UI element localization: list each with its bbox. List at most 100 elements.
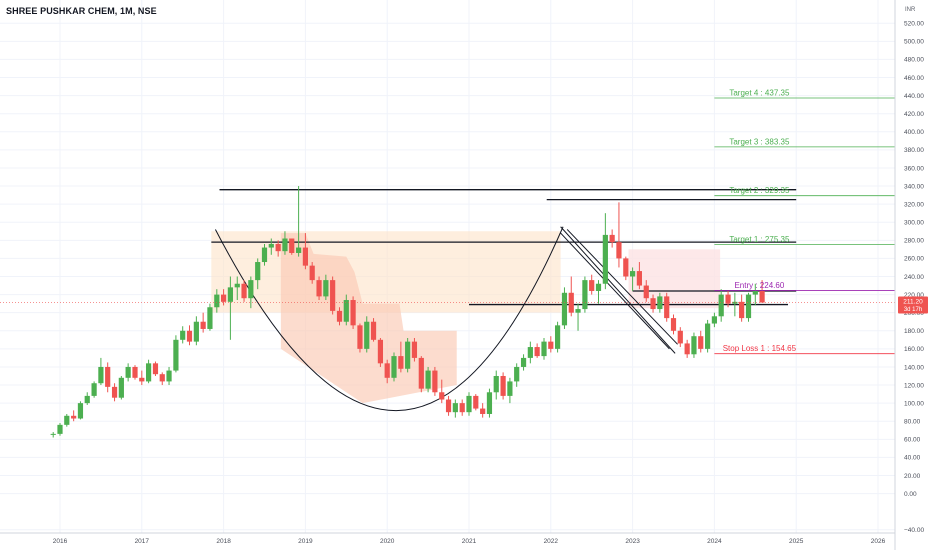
candle-body	[111, 386, 118, 398]
y-tick-label: 480.00	[904, 57, 924, 64]
y-tick-label: 60.00	[904, 437, 921, 444]
y-tick-label: 460.00	[904, 75, 924, 82]
candle-body	[493, 375, 499, 393]
candle-body	[630, 271, 636, 277]
candle-body	[589, 280, 595, 291]
y-tick-label: 340.00	[904, 183, 924, 190]
candle-body	[616, 242, 622, 259]
y-tick-label: 180.00	[904, 328, 924, 335]
candle-body	[711, 316, 717, 324]
candle-body	[214, 294, 220, 308]
x-tick-label: 2016	[53, 538, 68, 545]
y-tick-label: 220.00	[904, 292, 924, 299]
candle-body	[302, 247, 308, 266]
y-tick-label: 100.00	[904, 400, 924, 407]
candle-body	[705, 323, 711, 349]
candle-body	[664, 296, 670, 319]
candle-body	[514, 366, 520, 382]
candle-body	[227, 287, 233, 302]
candle-body	[609, 234, 615, 243]
y-tick-label: 160.00	[904, 346, 924, 353]
candle-body	[439, 392, 445, 400]
candle-body	[425, 370, 431, 389]
candle-body	[77, 403, 84, 419]
candle-body	[248, 280, 254, 299]
handle-zone-area	[628, 249, 721, 309]
candle-body	[323, 280, 329, 297]
level-label: Target 3 : 383.35	[729, 137, 790, 146]
candle-body	[698, 336, 704, 349]
y-tick-label: 360.00	[904, 165, 924, 172]
candle-body	[684, 343, 690, 355]
candle-body	[289, 238, 295, 253]
candle-body	[200, 321, 206, 329]
level-label: Target 2 : 329.35	[729, 186, 790, 195]
last-price-label: 211.20	[903, 299, 923, 306]
candle-body	[657, 296, 663, 310]
x-tick-label: 2025	[789, 538, 804, 545]
candle-body	[173, 339, 179, 371]
candle-body	[370, 321, 377, 340]
y-tick-label: 140.00	[904, 364, 924, 371]
candle-body	[50, 433, 56, 435]
candle-body	[398, 356, 404, 369]
candle-body	[377, 339, 384, 364]
y-tick-label: 440.00	[904, 93, 924, 100]
candle-body	[159, 374, 165, 382]
cup-inner-area	[280, 233, 457, 404]
candle-body	[623, 258, 629, 277]
y-tick-label: 40.00	[904, 455, 921, 462]
y-tick-label: 520.00	[904, 21, 924, 28]
candle-body	[343, 300, 349, 322]
candle-body	[132, 366, 138, 378]
currency-label: INR	[905, 7, 916, 13]
x-tick-label: 2023	[625, 538, 640, 545]
level-label: Entry : 224.60	[734, 281, 784, 290]
candle-body	[207, 307, 213, 329]
candle-body	[677, 330, 683, 344]
x-tick-label: 2020	[380, 538, 395, 545]
candle-body	[691, 336, 697, 355]
candle-body	[391, 356, 397, 378]
candle-body	[180, 330, 186, 340]
candle-body	[432, 370, 438, 393]
candle-body	[602, 234, 608, 284]
y-tick-label: 120.00	[904, 382, 924, 389]
candle-body	[486, 392, 493, 414]
candle-body	[166, 370, 172, 382]
cup-curve	[214, 226, 564, 412]
chart-title: SHREE PUSHKAR CHEM, 1M, NSE	[6, 6, 157, 16]
candle-body	[364, 321, 370, 349]
y-tick-label: 420.00	[904, 111, 924, 118]
candle-body	[445, 399, 452, 413]
candle-body	[384, 363, 390, 378]
trend-line-upper	[560, 226, 676, 354]
candle-body	[527, 347, 533, 358]
x-tick-label: 2024	[707, 538, 722, 545]
x-tick-label: 2017	[135, 538, 150, 545]
candle-body	[282, 238, 288, 252]
candle-body	[57, 424, 63, 434]
candle-body	[405, 341, 411, 369]
candle-body	[752, 290, 758, 295]
candle-body	[568, 292, 574, 313]
candle-body	[507, 381, 513, 396]
y-tick-label: 240.00	[904, 274, 924, 281]
candle-body	[261, 247, 268, 263]
candle-body	[186, 330, 193, 342]
x-tick-label: 2026	[871, 538, 886, 545]
y-tick-label: 380.00	[904, 147, 924, 154]
last-price-tag	[898, 296, 928, 314]
candle-body	[145, 363, 152, 382]
candle-body	[452, 403, 458, 413]
candle-body	[193, 321, 199, 342]
candle-body	[241, 283, 247, 299]
candle-body	[554, 325, 561, 349]
candle-body	[84, 395, 90, 404]
candle-body	[71, 415, 77, 419]
candle-body	[466, 395, 472, 413]
trend-line-lower	[560, 232, 670, 350]
x-tick-label: 2021	[462, 538, 477, 545]
